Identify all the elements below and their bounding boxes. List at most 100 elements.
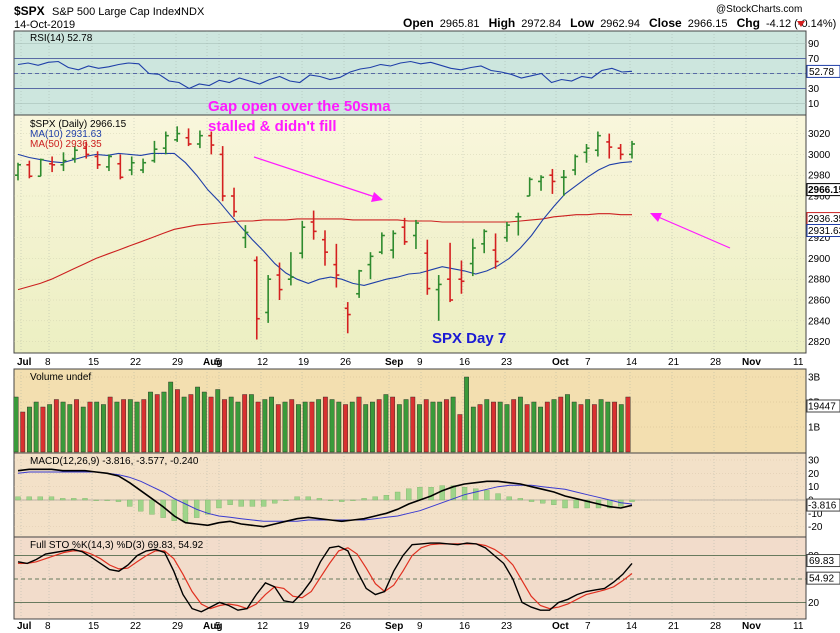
- exchange: INDX: [178, 6, 205, 18]
- volume-bar: [114, 401, 120, 453]
- ma10-legend: MA(10) 2931.63: [30, 129, 102, 140]
- price-badge-value: 2936.35: [808, 214, 840, 225]
- x-tick-price: 21: [668, 357, 680, 368]
- candle: [242, 225, 249, 248]
- macd-histogram-bar: [506, 496, 512, 501]
- volume-bar: [356, 396, 362, 453]
- macd-histogram-bar: [60, 498, 66, 501]
- x-tick-bottom: Sep: [385, 621, 403, 632]
- sto-current-badge: [806, 554, 840, 568]
- x-tick-price: 9: [417, 357, 423, 368]
- volume-bar: [605, 401, 611, 453]
- x-tick-bottom: 26: [340, 621, 352, 632]
- candle: [515, 212, 522, 236]
- candle: [253, 256, 260, 340]
- rsi-y-tick: 30: [808, 84, 820, 95]
- macd-histogram-bar: [138, 499, 144, 512]
- x-tick-bottom: Nov: [742, 621, 761, 632]
- candle: [37, 158, 44, 178]
- volume-bar: [101, 404, 106, 453]
- volume-y-tick: 3B: [808, 373, 821, 384]
- candle: [128, 156, 135, 176]
- price-y-tick: 2980: [808, 171, 831, 182]
- macd-histogram-bar: [171, 499, 177, 521]
- volume-bar: [524, 404, 530, 453]
- volume-bar: [565, 394, 570, 453]
- macd-histogram-bar: [249, 499, 256, 507]
- macd-histogram-bar: [562, 499, 568, 509]
- candle: [447, 242, 454, 303]
- volume-bar: [269, 396, 274, 453]
- x-tick-price: 19: [298, 357, 310, 368]
- volume-bar: [107, 396, 113, 453]
- candle: [26, 160, 33, 179]
- macd-histogram-bar: [350, 499, 356, 501]
- sto-y-tick: 20: [808, 598, 820, 609]
- macd-histogram-bar: [406, 488, 412, 501]
- macd-histogram-bar: [126, 499, 133, 507]
- annotation-arrow-2: [655, 215, 731, 249]
- x-tick-price: 7: [585, 357, 591, 368]
- candle: [401, 217, 408, 245]
- volume-bar: [134, 401, 140, 453]
- x-tick-price: 28: [710, 357, 722, 368]
- x-tick-price: Sep: [385, 357, 403, 368]
- x-tick-price: Nov: [742, 357, 761, 368]
- rsi-current-badge: [806, 64, 840, 78]
- axes: JulJul88151522222929AugAug55121219192626…: [17, 39, 840, 632]
- candle: [367, 252, 374, 280]
- volume-bar: [551, 399, 557, 453]
- volume-bar: [222, 399, 227, 453]
- low-label: Low: [570, 16, 595, 30]
- macd-histogram-bar: [260, 499, 267, 507]
- macd-histogram-bar: [115, 499, 122, 502]
- macd-histogram-bar: [82, 498, 88, 501]
- volume-legend: Volume undef: [30, 372, 91, 383]
- candle: [162, 131, 169, 155]
- macd-histogram-bar: [205, 499, 211, 515]
- volume-bar: [181, 396, 187, 453]
- volume-bar: [235, 401, 241, 453]
- x-tick-price: 23: [501, 357, 513, 368]
- volume-bar: [242, 394, 248, 453]
- volume-bar: [121, 399, 127, 453]
- x-tick-bottom: 19: [298, 621, 310, 632]
- candle: [617, 144, 624, 160]
- volume-bar: [578, 404, 584, 453]
- macd-histogram-bar: [473, 488, 479, 501]
- sto-current-badge: [806, 571, 840, 585]
- volume-bar: [517, 396, 523, 453]
- volume-bar: [618, 404, 624, 453]
- volume-bar: [161, 391, 167, 453]
- macd-histogram-bar: [495, 493, 501, 501]
- volume-bar: [336, 401, 342, 453]
- macd-histogram-bar: [417, 487, 423, 501]
- volume-bar: [430, 401, 436, 453]
- volume-bar: [40, 406, 46, 453]
- chart-date: 14-Oct-2019: [14, 19, 75, 31]
- candle: [322, 230, 328, 266]
- volume-bar: [316, 399, 322, 453]
- volume-bar: [511, 399, 517, 453]
- candle: [196, 130, 203, 149]
- volume-bar: [396, 404, 402, 453]
- rsi-current-value: 52.78: [809, 67, 834, 78]
- volume-bar: [94, 401, 100, 453]
- volume-panel: [13, 368, 807, 454]
- macd-histogram-bar: [528, 499, 535, 502]
- volume-bar: [74, 399, 79, 453]
- x-tick-price: 22: [130, 357, 142, 368]
- volume-bar: [349, 401, 355, 453]
- volume-bar: [154, 394, 160, 453]
- candle: [231, 187, 238, 217]
- x-tick-bottom: 5: [215, 621, 221, 632]
- x-tick-bottom: 9: [417, 621, 423, 632]
- volume-bar: [289, 399, 295, 453]
- ohlc-line: Open 2965.81 High 2972.84 Low 2962.94 Cl…: [403, 16, 836, 30]
- volume-bar: [544, 401, 550, 453]
- sto-d-line: [18, 543, 633, 610]
- price-y-tick: 3020: [808, 129, 831, 140]
- candle: [344, 302, 351, 334]
- macd-histogram-bar: [93, 499, 99, 501]
